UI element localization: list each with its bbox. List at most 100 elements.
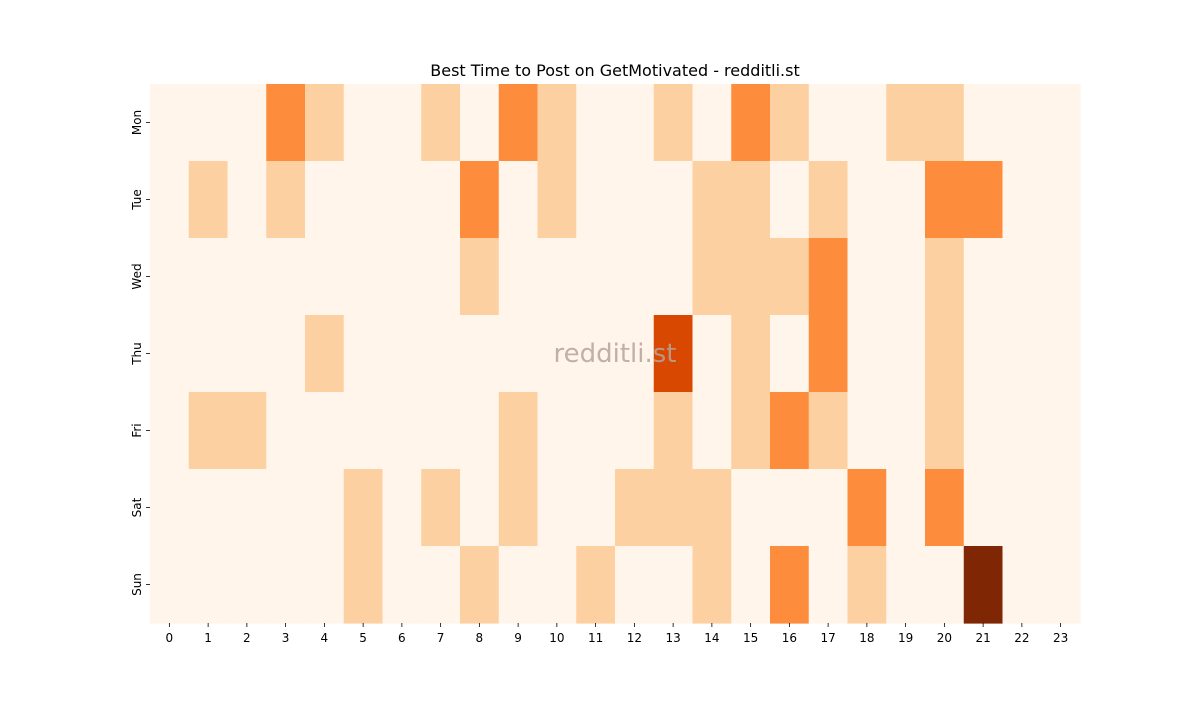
heatmap-cell-thu-9 (498, 315, 539, 393)
heatmap-cell-sat-9 (498, 469, 539, 547)
heatmap-cell-mon-8 (460, 84, 500, 162)
x-tick-label: 6 (398, 631, 406, 645)
heatmap-cell-wed-9 (498, 238, 539, 316)
heatmap-cell-mon-10 (537, 84, 577, 162)
x-tick-label: 5 (359, 631, 367, 645)
heatmap-cell-thu-17 (808, 315, 849, 393)
heatmap-cell-sun-18 (847, 546, 887, 624)
heatmap-cell-tue-2 (227, 161, 267, 239)
heatmap-cell-tue-14 (692, 161, 732, 239)
heatmap-cell-sat-4 (305, 469, 345, 547)
heatmap-cell-sat-2 (227, 469, 267, 547)
chart-title: Best Time to Post on GetMotivated - redd… (430, 61, 800, 80)
heatmap-cell-sun-20 (925, 546, 965, 624)
heatmap-cell-tue-9 (498, 161, 539, 239)
heatmap-cell-tue-17 (808, 161, 849, 239)
heatmap-cell-wed-11 (576, 238, 616, 316)
x-tick-label: 13 (665, 631, 680, 645)
heatmap-cell-wed-18 (847, 238, 887, 316)
heatmap-cell-sat-7 (421, 469, 461, 547)
x-tick-label: 1 (204, 631, 212, 645)
heatmap-cell-wed-14 (692, 238, 732, 316)
heatmap-cell-wed-22 (1002, 238, 1042, 316)
heatmap-cell-sun-16 (770, 546, 810, 624)
heatmap-cell-tue-22 (1002, 161, 1042, 239)
heatmap-cell-fri-0 (150, 392, 190, 470)
heatmap-cell-sun-7 (421, 546, 461, 624)
x-tick-label: 8 (476, 631, 484, 645)
heatmap-cell-thu-15 (731, 315, 771, 393)
heatmap-cell-sun-21 (963, 546, 1004, 624)
heatmap-cell-sun-1 (188, 546, 229, 624)
heatmap-cell-thu-22 (1002, 315, 1042, 393)
heatmap-cell-sun-19 (886, 546, 926, 624)
heatmap-cell-sat-21 (963, 469, 1004, 547)
heatmap-cell-fri-19 (886, 392, 926, 470)
heatmap-cell-thu-21 (963, 315, 1004, 393)
heatmap-cell-tue-21 (963, 161, 1004, 239)
y-tick-label: Wed (130, 263, 144, 289)
x-tick-label: 3 (282, 631, 290, 645)
heatmap-cell-sat-19 (886, 469, 926, 547)
heatmap-cell-sat-14 (692, 469, 732, 547)
x-tick-label: 0 (166, 631, 174, 645)
heatmap-cell-sat-6 (382, 469, 422, 547)
heatmap-cell-sun-23 (1041, 546, 1081, 624)
heatmap-cell-sat-3 (266, 469, 306, 547)
heatmap-cell-wed-19 (886, 238, 926, 316)
heatmap-cell-mon-12 (615, 84, 655, 162)
heatmap-cell-sat-20 (925, 469, 965, 547)
heatmap-cell-fri-23 (1041, 392, 1081, 470)
heatmap-cell-tue-13 (653, 161, 694, 239)
heatmap-cell-wed-1 (188, 238, 229, 316)
y-tick-label: Fri (130, 423, 144, 437)
x-tick-label: 18 (859, 631, 874, 645)
heatmap-cell-tue-8 (460, 161, 500, 239)
heatmap-cell-sun-10 (537, 546, 577, 624)
heatmap-cell-wed-4 (305, 238, 345, 316)
heatmap-cell-fri-1 (188, 392, 229, 470)
heatmap-cell-thu-6 (382, 315, 422, 393)
heatmap-cell-wed-8 (460, 238, 500, 316)
heatmap-cell-mon-16 (770, 84, 810, 162)
heatmap-cell-fri-9 (498, 392, 539, 470)
heatmap-cell-fri-5 (343, 392, 384, 470)
heatmap-cell-tue-18 (847, 161, 887, 239)
heatmap-cell-thu-7 (421, 315, 461, 393)
heatmap-cell-wed-16 (770, 238, 810, 316)
heatmap-cell-mon-14 (692, 84, 732, 162)
heatmap-cell-thu-14 (692, 315, 732, 393)
heatmap-cell-sun-11 (576, 546, 616, 624)
heatmap-cell-tue-19 (886, 161, 926, 239)
heatmap-cell-tue-15 (731, 161, 771, 239)
heatmap-cell-tue-11 (576, 161, 616, 239)
heatmap-cell-sat-17 (808, 469, 849, 547)
y-axis: Mon Tue Wed Thu Fri Sat Sun (130, 110, 150, 596)
heatmap-cell-sun-12 (615, 546, 655, 624)
heatmap-cell-wed-6 (382, 238, 422, 316)
heatmap-cell-fri-15 (731, 392, 771, 470)
y-tick-label: Sun (130, 573, 144, 596)
heatmap-cell-sat-1 (188, 469, 229, 547)
heatmap-cell-tue-3 (266, 161, 306, 239)
x-tick-label: 12 (627, 631, 642, 645)
heatmap-cell-fri-21 (963, 392, 1004, 470)
x-tick-label: 19 (898, 631, 913, 645)
heatmap-cell-tue-10 (537, 161, 577, 239)
heatmap-cell-thu-18 (847, 315, 887, 393)
heatmap-cell-thu-11 (576, 315, 616, 393)
heatmap-cell-wed-23 (1041, 238, 1081, 316)
heatmap-cell-sun-2 (227, 546, 267, 624)
heatmap-cell-wed-10 (537, 238, 577, 316)
heatmap-cell-fri-16 (770, 392, 810, 470)
heatmap-cell-sat-11 (576, 469, 616, 547)
x-tick-label: 9 (514, 631, 522, 645)
heatmap-cell-fri-18 (847, 392, 887, 470)
heatmap-cell-wed-5 (343, 238, 384, 316)
x-tick-label: 2 (243, 631, 251, 645)
x-tick-label: 10 (549, 631, 564, 645)
heatmap-cell-sat-0 (150, 469, 190, 547)
heatmap-cell-mon-9 (498, 84, 539, 162)
heatmap-cell-tue-4 (305, 161, 345, 239)
heatmap-cell-thu-23 (1041, 315, 1081, 393)
